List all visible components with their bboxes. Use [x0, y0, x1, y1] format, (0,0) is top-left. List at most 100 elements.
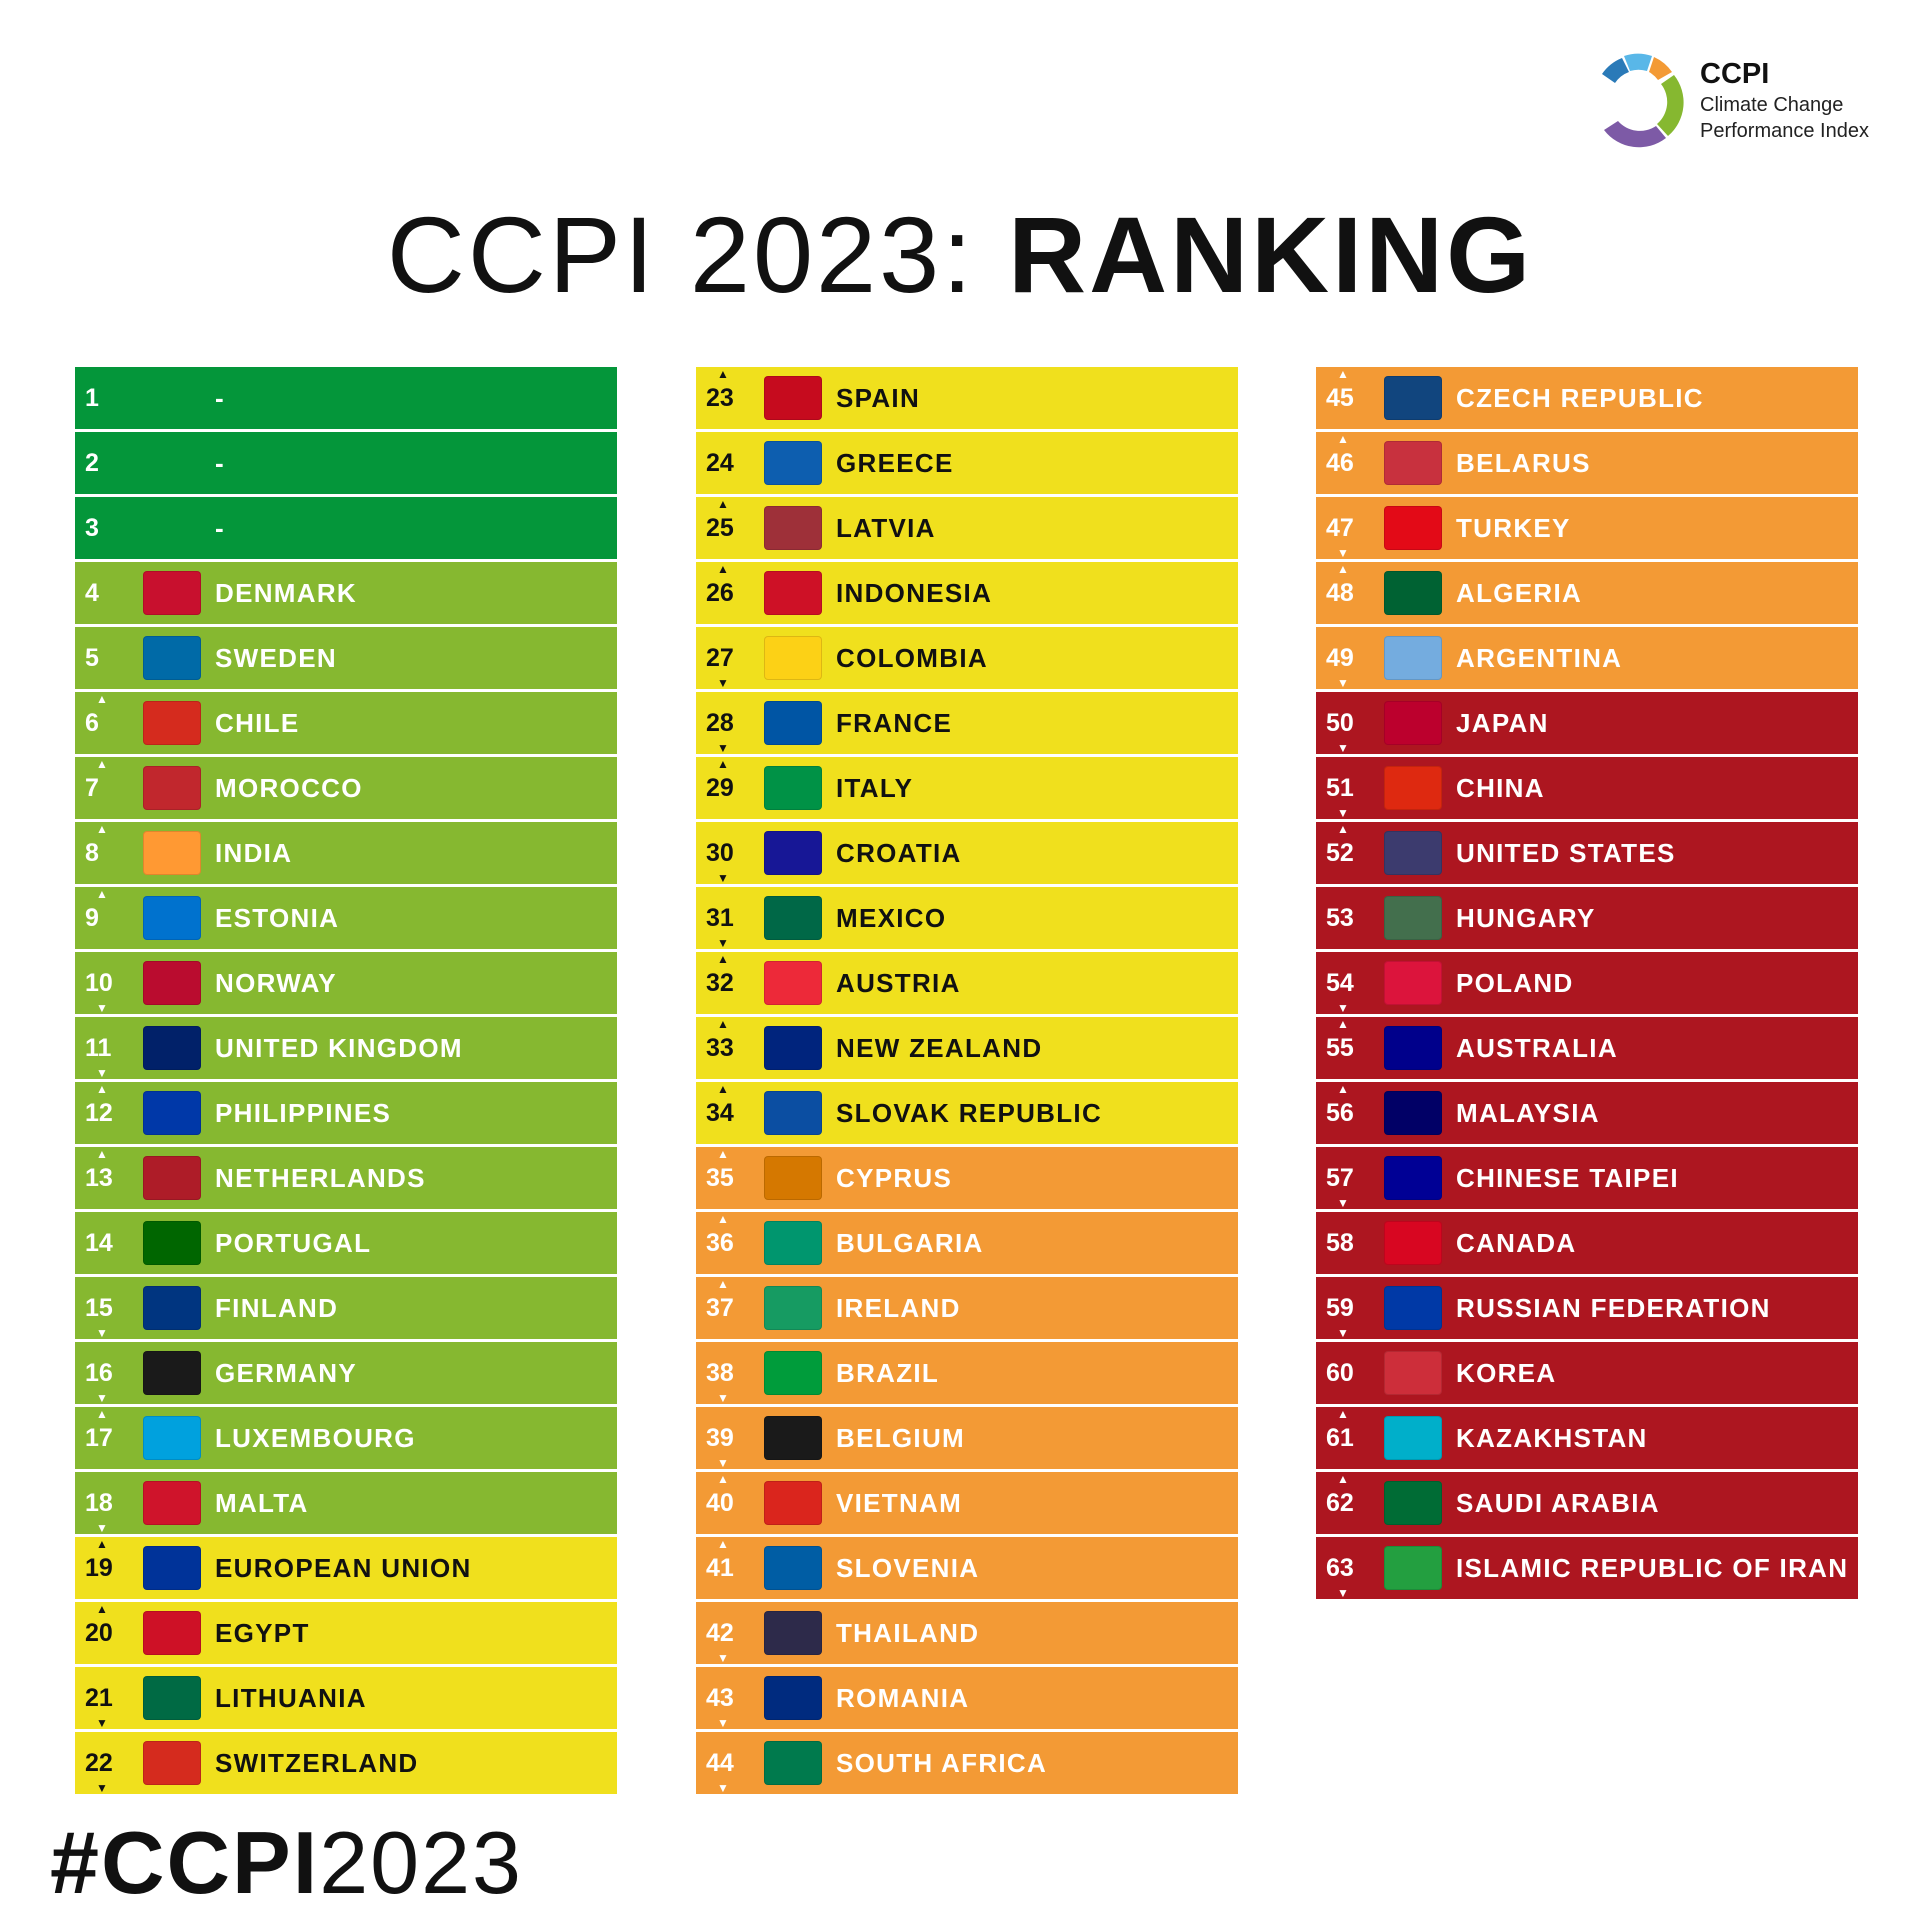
country-name: LITHUANIA [215, 1682, 367, 1713]
ranking-row: ▲ 56 MALAYSIA [1316, 1082, 1858, 1144]
ranking-row: ▲ 40 VIETNAM [696, 1472, 1238, 1534]
country-name: MOROCCO [215, 772, 363, 803]
country-name: AUSTRALIA [1456, 1032, 1618, 1063]
ranking-row: ▼ 38 BRAZIL [696, 1342, 1238, 1404]
rank-cell: ▲ 20 [75, 1603, 143, 1648]
country-name: PORTUGAL [215, 1227, 372, 1258]
country-name: SWITZERLAND [215, 1747, 419, 1778]
country-name: ISLAMIC REPUBLIC OF IRAN [1456, 1552, 1849, 1583]
rank-number: 58 [1326, 1228, 1354, 1257]
ranking-column-2: ▲ 23 SPAIN 24 GREECE ▲ 25 LATVIA ▲ 26 INDONESIA ▼ 27… [696, 367, 1238, 1797]
rank-down-icon: ▼ [717, 1390, 729, 1405]
ranking-row: 60 KOREA [1316, 1342, 1858, 1404]
rank-number: 52 [1326, 838, 1354, 867]
country-name: HUNGARY [1456, 902, 1596, 933]
country-name: MEXICO [836, 902, 947, 933]
rank-number: 18 [85, 1488, 113, 1517]
rank-up-icon: ▲ [717, 1536, 729, 1551]
country-flag-icon [1384, 831, 1442, 875]
country-name: - [215, 382, 225, 413]
rank-number: 34 [706, 1098, 734, 1127]
rank-cell: ▲ 33 [696, 1018, 764, 1063]
rank-cell: ▲ 36 [696, 1213, 764, 1258]
country-name: ALGERIA [1456, 577, 1583, 608]
country-flag-icon [143, 376, 201, 420]
country-flag-icon [764, 1416, 822, 1460]
country-flag-icon [143, 896, 201, 940]
ranking-row: ▼ 59 RUSSIAN FEDERATION [1316, 1277, 1858, 1339]
ranking-row: ▼ 47 TURKEY [1316, 497, 1858, 559]
rank-cell: ▼ 49 [1316, 644, 1384, 689]
rank-cell: 58 [1316, 1229, 1384, 1258]
rank-cell: 24 [696, 449, 764, 478]
rank-number: 29 [706, 773, 734, 802]
country-name: EUROPEAN UNION [215, 1552, 472, 1583]
rank-number: 3 [85, 513, 99, 542]
rank-up-icon: ▲ [96, 1081, 108, 1096]
country-flag-icon [764, 1546, 822, 1590]
rank-up-icon: ▲ [1337, 1406, 1349, 1421]
rank-cell: ▲ 17 [75, 1408, 143, 1453]
rank-cell: ▼ 28 [696, 709, 764, 754]
rank-down-icon: ▼ [717, 740, 729, 755]
rank-down-icon: ▼ [717, 675, 729, 690]
rank-number: 46 [1326, 448, 1354, 477]
rank-cell: ▲ 46 [1316, 433, 1384, 478]
rank-cell: ▲ 6 [75, 693, 143, 738]
ranking-row: ▲ 17 LUXEMBOURG [75, 1407, 617, 1469]
page-title: CCPI 2023: RANKING [0, 194, 1920, 315]
country-name: ARGENTINA [1456, 642, 1623, 673]
rank-number: 31 [706, 903, 734, 932]
country-name: MALAYSIA [1456, 1097, 1600, 1128]
country-name: AUSTRIA [836, 967, 961, 998]
ranking-row: 3- [75, 497, 617, 559]
country-flag-icon [143, 766, 201, 810]
ranking-row: ▲ 12 PHILIPPINES [75, 1082, 617, 1144]
country-flag-icon [143, 1091, 201, 1135]
rank-cell: 4 [75, 579, 143, 608]
country-flag-icon [1384, 506, 1442, 550]
country-flag-icon [143, 1156, 201, 1200]
country-name: DENMARK [215, 577, 357, 608]
country-name: UNITED STATES [1456, 837, 1676, 868]
rank-number: 59 [1326, 1293, 1354, 1322]
rank-up-icon: ▲ [1337, 821, 1349, 836]
rank-cell: ▲ 32 [696, 953, 764, 998]
country-flag-icon [143, 506, 201, 550]
country-flag-icon [143, 1741, 201, 1785]
country-flag-icon [1384, 441, 1442, 485]
rank-number: 27 [706, 643, 734, 672]
rank-up-icon: ▲ [96, 1406, 108, 1421]
rank-cell: 5 [75, 644, 143, 673]
ranking-row: ▼ 31 MEXICO [696, 887, 1238, 949]
hashtag-light: 2023 [319, 1813, 523, 1912]
country-flag-icon [1384, 961, 1442, 1005]
rank-cell: 60 [1316, 1359, 1384, 1388]
rank-up-icon: ▲ [717, 366, 729, 381]
rank-cell: 53 [1316, 904, 1384, 933]
page-title-emphasis: RANKING [1008, 194, 1534, 315]
rank-up-icon: ▲ [96, 1601, 108, 1616]
ranking-row: ▲ 34 SLOVAK REPUBLIC [696, 1082, 1238, 1144]
rank-cell: ▲ 7 [75, 758, 143, 803]
rank-down-icon: ▼ [1337, 1585, 1349, 1600]
rank-down-icon: ▼ [96, 1000, 108, 1015]
country-flag-icon [764, 636, 822, 680]
rank-cell: ▼ 38 [696, 1359, 764, 1404]
ranking-row: ▼ 42 THAILAND [696, 1602, 1238, 1664]
country-flag-icon [764, 376, 822, 420]
rank-up-icon: ▲ [1337, 561, 1349, 576]
page-title-prefix: CCPI 2023: [386, 194, 1009, 315]
rank-cell: ▲ 19 [75, 1538, 143, 1583]
rank-cell: ▲ 61 [1316, 1408, 1384, 1453]
ranking-row: 24 GREECE [696, 432, 1238, 494]
rank-number: 19 [85, 1553, 113, 1582]
ranking-row: ▲ 32 AUSTRIA [696, 952, 1238, 1014]
rank-number: 8 [85, 838, 99, 867]
country-name: SAUDI ARABIA [1456, 1487, 1660, 1518]
rank-cell: ▲ 34 [696, 1083, 764, 1128]
rank-cell: ▲ 40 [696, 1473, 764, 1518]
country-flag-icon [143, 441, 201, 485]
rank-cell: ▲ 37 [696, 1278, 764, 1323]
rank-up-icon: ▲ [717, 1146, 729, 1161]
